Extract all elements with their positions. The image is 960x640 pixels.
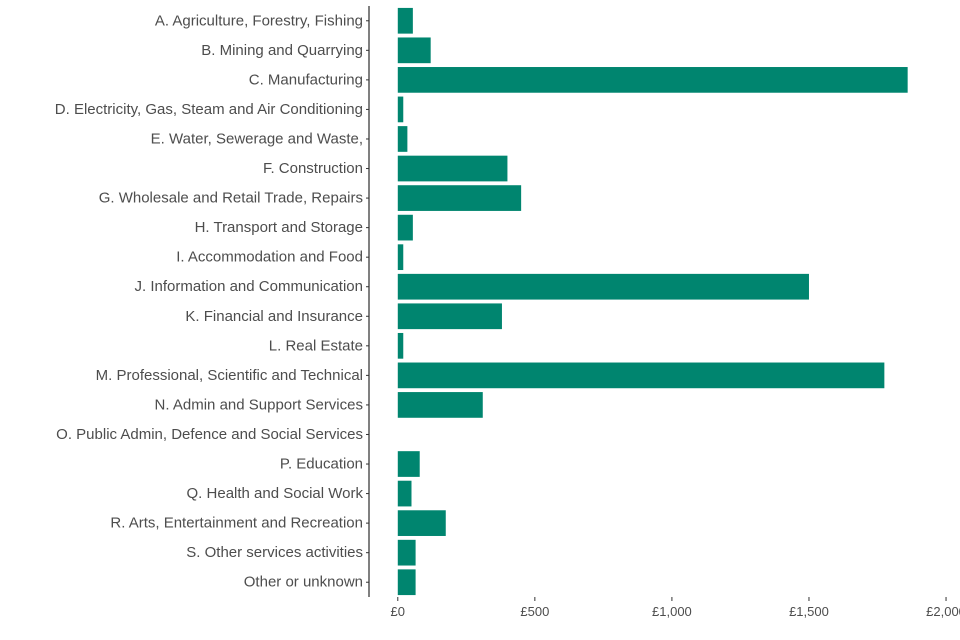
category-label: J. Information and Communication [135, 278, 363, 295]
category-label: R. Arts, Entertainment and Recreation [110, 515, 363, 532]
bar [397, 67, 908, 93]
bar [397, 126, 408, 152]
y-ticks [366, 20, 369, 583]
category-labels: A. Agriculture, Forestry, Fishing B. Mini… [55, 12, 364, 590]
bar [397, 37, 431, 64]
category-label: L. Real Estate [269, 337, 363, 354]
bars [397, 7, 908, 596]
bar [397, 332, 404, 359]
category-label: N. Admin and Support Services [155, 396, 363, 413]
bar [397, 362, 885, 389]
category-label: F. Construction [263, 160, 363, 177]
x-tick-labels: £0 £500 £1,000 £1,500 £2,000 [391, 604, 960, 619]
bar [397, 214, 413, 241]
bar [397, 539, 416, 566]
category-label: S. Other services activities [186, 544, 363, 561]
x-tick-label: £1,500 [789, 604, 829, 619]
category-label: O. Public Admin, Defence and Social Serv… [56, 426, 363, 443]
category-label: I. Accommodation and Food [176, 249, 363, 266]
category-label: G. Wholesale and Retail Trade, Repairs [99, 190, 363, 207]
category-label: A. Agriculture, Forestry, Fishing [155, 12, 363, 29]
bar [397, 303, 502, 330]
bar [397, 480, 412, 507]
x-tick-label: £2,000 [926, 604, 960, 619]
bar [397, 185, 522, 211]
category-label: Other or unknown [244, 574, 363, 591]
bar [397, 451, 420, 477]
bar [397, 155, 508, 182]
x-tick-label: £1,000 [652, 604, 692, 619]
category-label: C. Manufacturing [249, 71, 363, 88]
bar [397, 510, 446, 536]
x-tick-label: £0 [391, 604, 405, 619]
category-label: Q. Health and Social Work [187, 485, 364, 502]
category-label: D. Electricity, Gas, Steam and Air Condi… [55, 101, 363, 118]
category-label: K. Financial and Insurance [185, 308, 363, 325]
bar [397, 7, 413, 34]
bar [397, 96, 404, 123]
category-label: E. Water, Sewerage and Waste, [151, 130, 363, 147]
category-label: M. Professional, Scientific and Technica… [96, 367, 363, 384]
bar [397, 569, 416, 596]
category-label: B. Mining and Quarrying [201, 42, 363, 59]
x-ticks [397, 597, 947, 601]
category-label: H. Transport and Storage [195, 219, 363, 236]
category-label: P. Education [280, 456, 363, 473]
bar [397, 392, 483, 418]
x-tick-label: £500 [520, 604, 549, 619]
bar [397, 244, 404, 271]
bar [397, 273, 809, 300]
